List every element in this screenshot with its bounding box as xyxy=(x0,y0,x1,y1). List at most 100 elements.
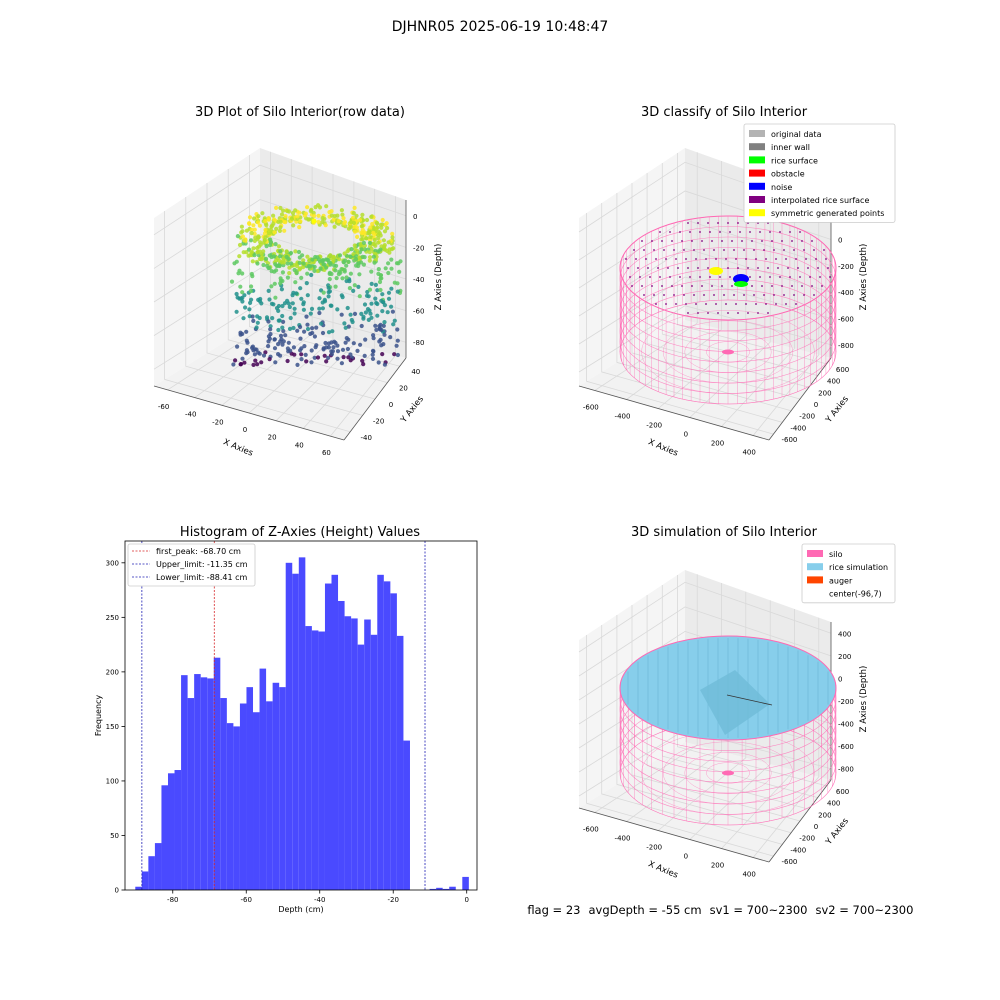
interp-point xyxy=(769,231,771,233)
data-point xyxy=(312,268,317,273)
interp-point xyxy=(767,267,769,269)
histogram-bar xyxy=(298,557,306,890)
data-point xyxy=(360,358,365,363)
data-point xyxy=(253,358,258,363)
z-axis-label: Z Axies (Depth) xyxy=(859,666,869,733)
data-point xyxy=(268,327,273,332)
x-tick-label: 0 xyxy=(684,431,688,439)
data-point xyxy=(369,301,374,306)
data-point xyxy=(301,307,306,312)
data-point xyxy=(324,204,329,209)
data-point xyxy=(321,290,326,295)
data-point xyxy=(345,249,350,254)
data-point xyxy=(382,244,387,249)
interp-point xyxy=(681,240,683,242)
data-point xyxy=(284,249,289,254)
data-point xyxy=(331,345,336,350)
data-point xyxy=(351,211,356,216)
x-tick-label: 60 xyxy=(322,449,331,457)
interp-point xyxy=(649,276,651,278)
data-point xyxy=(304,359,309,364)
z-tick-label: -80 xyxy=(413,339,424,347)
interp-point xyxy=(661,285,663,287)
data-point xyxy=(354,263,359,268)
data-point xyxy=(255,362,260,367)
data-point xyxy=(286,340,291,345)
data-point xyxy=(376,267,381,272)
x-tick-label: -20 xyxy=(388,896,399,904)
data-point xyxy=(373,296,378,301)
data-point xyxy=(357,272,362,277)
y-gridline xyxy=(677,575,827,787)
data-point xyxy=(348,254,353,259)
data-point xyxy=(239,224,244,229)
legend-label: obstacle xyxy=(771,170,805,179)
data-point xyxy=(354,254,359,259)
y-axis-line xyxy=(768,357,832,441)
interp-point xyxy=(695,303,697,305)
data-point xyxy=(249,297,254,302)
data-point xyxy=(286,301,291,306)
floor-pane xyxy=(579,742,831,862)
silo-floor-ring xyxy=(662,320,794,384)
y-tick-label: 0 xyxy=(389,401,393,409)
data-point xyxy=(341,216,346,221)
interp-point xyxy=(701,285,703,287)
y-gridline xyxy=(206,183,376,400)
data-point xyxy=(251,223,256,228)
interp-point xyxy=(663,294,665,296)
data-point xyxy=(274,226,279,231)
data-point xyxy=(328,261,333,266)
x-tick-label: -600 xyxy=(583,404,599,412)
data-point xyxy=(348,312,353,317)
data-point xyxy=(336,272,341,277)
x-gridline xyxy=(657,169,747,409)
y-gridline xyxy=(631,605,801,822)
floor-pane xyxy=(579,320,831,440)
data-point xyxy=(327,210,332,215)
data-point xyxy=(280,325,285,330)
x-gridline xyxy=(689,178,771,418)
legend-label: auger xyxy=(829,576,853,585)
data-point xyxy=(390,235,395,240)
interp-point xyxy=(689,276,691,278)
data-point xyxy=(302,344,307,349)
data-point xyxy=(252,227,257,232)
data-point xyxy=(236,271,241,276)
z-tick-label: 0 xyxy=(838,675,842,683)
x-tick-label: -200 xyxy=(646,422,662,430)
data-point xyxy=(263,256,269,261)
silo-top-rim xyxy=(619,215,837,321)
interp-point xyxy=(725,303,727,305)
data-point xyxy=(278,333,284,338)
interp-point xyxy=(717,312,719,314)
histogram-bar xyxy=(259,668,267,890)
interp-point xyxy=(763,294,765,296)
data-point xyxy=(350,215,356,220)
data-point xyxy=(392,352,397,357)
legend-label: rice simulation xyxy=(829,563,888,572)
legend-swatch xyxy=(807,576,823,584)
data-point xyxy=(245,340,250,345)
y-tick-label: 400 xyxy=(827,378,840,386)
x-tick-label: 40 xyxy=(295,441,304,449)
data-point xyxy=(312,213,317,218)
data-point xyxy=(374,300,379,306)
data-point xyxy=(362,353,367,358)
interp-point xyxy=(663,249,665,251)
data-point xyxy=(355,348,360,353)
histogram-bar xyxy=(141,871,149,890)
data-point xyxy=(386,296,392,301)
interp-point xyxy=(679,276,681,278)
data-point xyxy=(247,215,253,220)
data-point xyxy=(285,275,290,280)
legend-box xyxy=(127,543,256,587)
data-point xyxy=(244,329,249,334)
data-point xyxy=(386,240,391,245)
data-point xyxy=(372,237,377,243)
data-point xyxy=(297,260,302,265)
interp-point xyxy=(771,285,773,287)
interp-point xyxy=(659,231,661,233)
x-gridline xyxy=(248,174,334,414)
interp-point xyxy=(651,285,653,287)
